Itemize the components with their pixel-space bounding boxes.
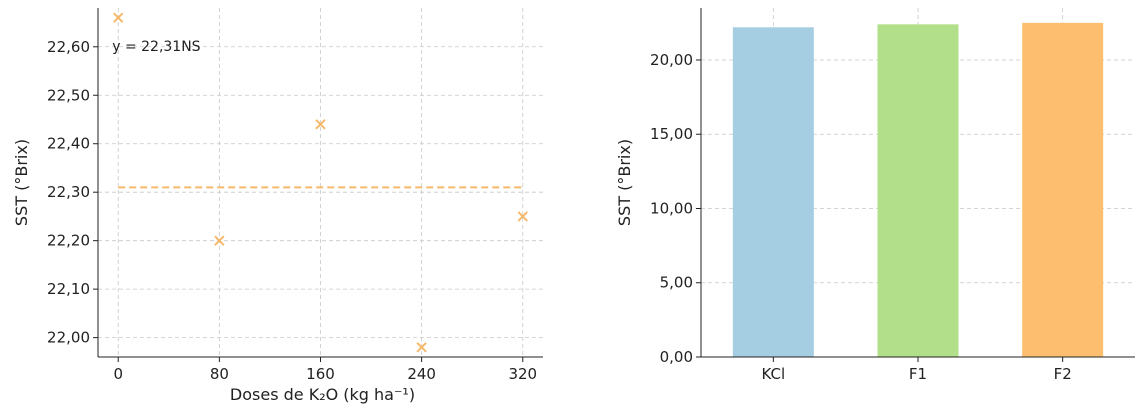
- scatter-chart: 0 80 160 240 320 22,00 22,10 22,20 22,30 22,40 22,…: [12, 8, 543, 404]
- scatter-y-tick-label: 22,00: [47, 329, 90, 347]
- bar-x-tick-label: F1: [909, 365, 927, 383]
- scatter-ticks: 0 80 160 240 320 22,00 22,10 22,20 22,30 22,40 22,…: [47, 38, 537, 383]
- scatter-x-tick-label: 240: [407, 365, 436, 383]
- scatter-point: [416, 342, 427, 353]
- bar-y-tick-label: 0,00: [660, 348, 693, 366]
- scatter-point-stroke: [416, 342, 427, 353]
- scatter-y-tick-label: 22,20: [47, 232, 90, 250]
- bar-y-tick-label: 15,00: [650, 125, 693, 143]
- bar-y-axis-label: SST (°Brix): [615, 139, 634, 226]
- bar-f1: [877, 24, 959, 357]
- bar-y-tick-label: 10,00: [650, 199, 693, 217]
- scatter-point-stroke: [214, 235, 225, 246]
- scatter-y-tick-label: 22,50: [47, 86, 90, 104]
- scatter-point-stroke: [113, 12, 124, 23]
- scatter-point-stroke: [517, 211, 528, 222]
- scatter-y-tick-label: 22,40: [47, 135, 90, 153]
- scatter-y-tick-label: 22,30: [47, 183, 90, 201]
- scatter-y-tick-label: 22,10: [47, 280, 90, 298]
- bar-chart: 0,00 5,00 10,00 15,00 20,00 KCl F1 F2 SST (°Bri…: [615, 8, 1135, 383]
- bar-ticks: 0,00 5,00 10,00 15,00 20,00 KCl F1 F2: [650, 51, 1072, 383]
- scatter-points: [113, 12, 528, 353]
- bar-kcl: [732, 27, 814, 357]
- bar-y-tick-label: 20,00: [650, 51, 693, 69]
- scatter-y-axis-label: SST (°Brix): [12, 139, 31, 226]
- scatter-point: [214, 235, 225, 246]
- scatter-point: [113, 12, 124, 23]
- scatter-x-tick-label: 160: [306, 365, 335, 383]
- bar-y-tick-label: 5,00: [660, 274, 693, 292]
- scatter-point: [517, 211, 528, 222]
- bar-f2: [1022, 22, 1104, 357]
- scatter-y-tick-label: 22,60: [47, 38, 90, 56]
- scatter-x-axis-label: Doses de K₂O (kg ha⁻¹): [230, 385, 415, 404]
- bar-x-tick-label: F2: [1054, 365, 1072, 383]
- scatter-point-stroke: [315, 119, 326, 130]
- scatter-x-tick-label: 320: [508, 365, 537, 383]
- bar-bars: [732, 22, 1104, 357]
- bar-x-tick-label: KCl: [761, 365, 785, 383]
- fit-equation-annotation: y = 22,31NS: [112, 39, 200, 55]
- scatter-grid: [98, 8, 543, 357]
- scatter-x-tick-label: 80: [210, 365, 229, 383]
- scatter-x-tick-label: 0: [113, 365, 123, 383]
- scatter-point: [315, 119, 326, 130]
